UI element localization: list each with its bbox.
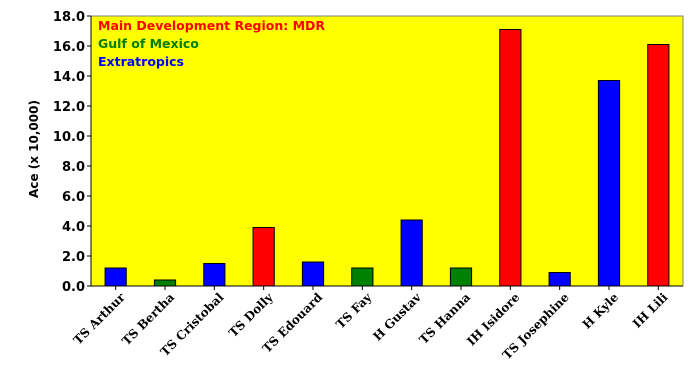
bar-h-gustav xyxy=(400,219,423,287)
y-tick-label: 16.0 xyxy=(53,40,85,55)
bar-ts-dolly xyxy=(252,227,275,287)
bar-ts-cristobal xyxy=(203,263,226,287)
y-tick-label: 8.0 xyxy=(62,160,85,175)
x-tick-label: H Gustav xyxy=(370,290,424,344)
bar-ts-josephine xyxy=(548,272,571,287)
plot-area xyxy=(90,15,684,287)
y-tick-label: 2.0 xyxy=(62,250,85,265)
x-tick-label: IH Lili xyxy=(630,290,671,331)
x-tick-label: TS Fay xyxy=(333,289,375,331)
bar-ts-bertha xyxy=(153,279,177,287)
bar-ts-fay xyxy=(351,267,374,287)
bar-h-kyle xyxy=(597,80,621,287)
y-tick-label: 12.0 xyxy=(53,100,85,115)
y-tick-label: 14.0 xyxy=(53,70,85,85)
y-tick-label: 4.0 xyxy=(62,220,85,235)
bar-ts-edouard xyxy=(301,261,325,287)
y-tick-label: 10.0 xyxy=(53,130,85,145)
bar-ts-arthur xyxy=(104,267,127,287)
y-axis-label: Ace (x 10,000) xyxy=(27,100,41,198)
y-tick-label: 0.0 xyxy=(62,280,85,295)
bar-ts-hanna xyxy=(449,267,473,287)
legend-entry: Gulf of Mexico xyxy=(98,36,199,51)
x-tick-label: H Kyle xyxy=(580,290,622,332)
bar-ih-lili xyxy=(647,44,670,287)
bar-ih-isidore xyxy=(499,29,522,287)
y-tick-label: 18.0 xyxy=(53,10,85,25)
legend-entry: Main Development Region: MDR xyxy=(98,18,325,33)
legend-entry: Extratropics xyxy=(98,54,184,69)
x-tick-label: TS Dolly xyxy=(226,290,276,340)
y-tick-label: 6.0 xyxy=(62,190,85,205)
